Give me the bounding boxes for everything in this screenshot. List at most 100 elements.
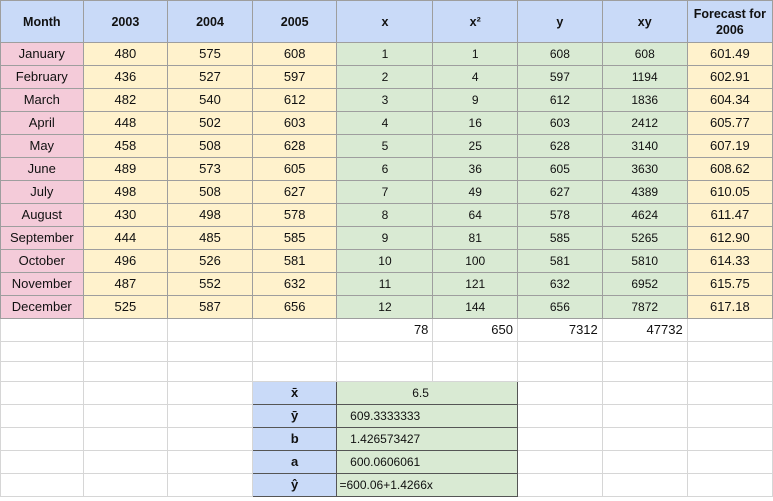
- empty-cell[interactable]: [82, 381, 169, 405]
- cell-y[interactable]: 632: [517, 272, 603, 296]
- cell-forecast[interactable]: 611.47: [686, 203, 773, 227]
- cell-xy[interactable]: 3630: [601, 157, 688, 181]
- empty-cell[interactable]: [517, 361, 603, 382]
- cell-xy[interactable]: 3140: [601, 134, 688, 158]
- empty-cell[interactable]: [686, 318, 773, 342]
- stat-value[interactable]: 600.0606061: [336, 450, 433, 474]
- empty-cell[interactable]: [517, 473, 603, 497]
- cell-y2004[interactable]: 587: [167, 295, 253, 319]
- stat-fill[interactable]: [432, 427, 518, 451]
- cell-y2004[interactable]: 540: [167, 88, 253, 112]
- cell-xy[interactable]: 2412: [601, 111, 688, 135]
- cell-x2[interactable]: 9: [432, 88, 518, 112]
- cell-forecast[interactable]: 610.05: [686, 180, 773, 204]
- empty-cell[interactable]: [167, 404, 253, 428]
- cell-x[interactable]: 7: [336, 180, 434, 204]
- cell-y[interactable]: 628: [517, 134, 603, 158]
- cell-x[interactable]: 4: [336, 111, 434, 135]
- empty-cell[interactable]: [517, 404, 603, 428]
- empty-cell[interactable]: [167, 381, 253, 405]
- empty-cell[interactable]: [167, 318, 253, 342]
- cell-y[interactable]: 585: [517, 226, 603, 250]
- empty-cell[interactable]: [601, 450, 688, 474]
- cell-x2[interactable]: 64: [432, 203, 518, 227]
- cell-x[interactable]: 8: [336, 203, 434, 227]
- cell-xy[interactable]: 1836: [601, 88, 688, 112]
- cell-y2004[interactable]: 526: [167, 249, 253, 273]
- empty-cell[interactable]: [167, 473, 253, 497]
- empty-cell[interactable]: [601, 381, 688, 405]
- cell-month[interactable]: March: [0, 88, 84, 112]
- empty-cell[interactable]: [82, 341, 169, 362]
- empty-cell[interactable]: [251, 341, 338, 362]
- cell-xy[interactable]: 4624: [601, 203, 688, 227]
- cell-x[interactable]: 11: [336, 272, 434, 296]
- header-forecast[interactable]: Forecast for 2006: [686, 0, 773, 43]
- header-y[interactable]: y: [517, 0, 603, 43]
- header-x-squared[interactable]: x²: [432, 0, 518, 43]
- empty-cell[interactable]: [517, 450, 603, 474]
- cell-y2005[interactable]: 597: [251, 65, 338, 89]
- cell-y2004[interactable]: 498: [167, 203, 253, 227]
- stat-fill[interactable]: [432, 450, 518, 474]
- cell-forecast[interactable]: 614.33: [686, 249, 773, 273]
- empty-cell[interactable]: [0, 450, 84, 474]
- stat-label[interactable]: ŷ: [251, 473, 338, 497]
- cell-xy[interactable]: 5810: [601, 249, 688, 273]
- cell-y[interactable]: 612: [517, 88, 603, 112]
- empty-cell[interactable]: [0, 318, 84, 342]
- cell-y2004[interactable]: 527: [167, 65, 253, 89]
- empty-cell[interactable]: [82, 361, 169, 382]
- cell-x2[interactable]: 1: [432, 42, 518, 66]
- empty-cell[interactable]: [0, 404, 84, 428]
- cell-y2005[interactable]: 585: [251, 226, 338, 250]
- cell-x2[interactable]: 16: [432, 111, 518, 135]
- stat-label[interactable]: ȳ: [251, 404, 338, 428]
- cell-x[interactable]: 12: [336, 295, 434, 319]
- empty-cell[interactable]: [601, 427, 688, 451]
- header-2003[interactable]: 2003: [82, 0, 169, 43]
- empty-cell[interactable]: [0, 473, 84, 497]
- total-x[interactable]: 78: [336, 318, 434, 342]
- cell-y2003[interactable]: 480: [82, 42, 169, 66]
- cell-y[interactable]: 578: [517, 203, 603, 227]
- empty-cell[interactable]: [601, 361, 688, 382]
- cell-x[interactable]: 1: [336, 42, 434, 66]
- cell-x[interactable]: 5: [336, 134, 434, 158]
- header-month[interactable]: Month: [0, 0, 84, 43]
- cell-y2004[interactable]: 552: [167, 272, 253, 296]
- empty-cell[interactable]: [0, 381, 84, 405]
- cell-xy[interactable]: 608: [601, 42, 688, 66]
- empty-cell[interactable]: [251, 318, 338, 342]
- cell-y2004[interactable]: 573: [167, 157, 253, 181]
- empty-cell[interactable]: [82, 427, 169, 451]
- empty-cell[interactable]: [517, 427, 603, 451]
- header-2004[interactable]: 2004: [167, 0, 253, 43]
- cell-y2003[interactable]: 430: [82, 203, 169, 227]
- cell-xy[interactable]: 6952: [601, 272, 688, 296]
- cell-forecast[interactable]: 601.49: [686, 42, 773, 66]
- cell-xy[interactable]: 7872: [601, 295, 688, 319]
- cell-month[interactable]: September: [0, 226, 84, 250]
- cell-month[interactable]: January: [0, 42, 84, 66]
- empty-cell[interactable]: [601, 341, 688, 362]
- cell-y2005[interactable]: 581: [251, 249, 338, 273]
- cell-forecast[interactable]: 615.75: [686, 272, 773, 296]
- stat-value[interactable]: =600.06+1.4266x: [336, 473, 433, 497]
- stat-fill[interactable]: [432, 404, 518, 428]
- cell-y2005[interactable]: 627: [251, 180, 338, 204]
- cell-y2003[interactable]: 498: [82, 180, 169, 204]
- cell-forecast[interactable]: 612.90: [686, 226, 773, 250]
- cell-x[interactable]: 10: [336, 249, 434, 273]
- total-y[interactable]: 7312: [517, 318, 603, 342]
- cell-xy[interactable]: 5265: [601, 226, 688, 250]
- empty-cell[interactable]: [686, 473, 773, 497]
- header-2005[interactable]: 2005: [251, 0, 338, 43]
- cell-month[interactable]: November: [0, 272, 84, 296]
- empty-cell[interactable]: [167, 427, 253, 451]
- cell-month[interactable]: May: [0, 134, 84, 158]
- cell-y2004[interactable]: 508: [167, 180, 253, 204]
- cell-y2003[interactable]: 496: [82, 249, 169, 273]
- cell-month[interactable]: December: [0, 295, 84, 319]
- cell-x2[interactable]: 81: [432, 226, 518, 250]
